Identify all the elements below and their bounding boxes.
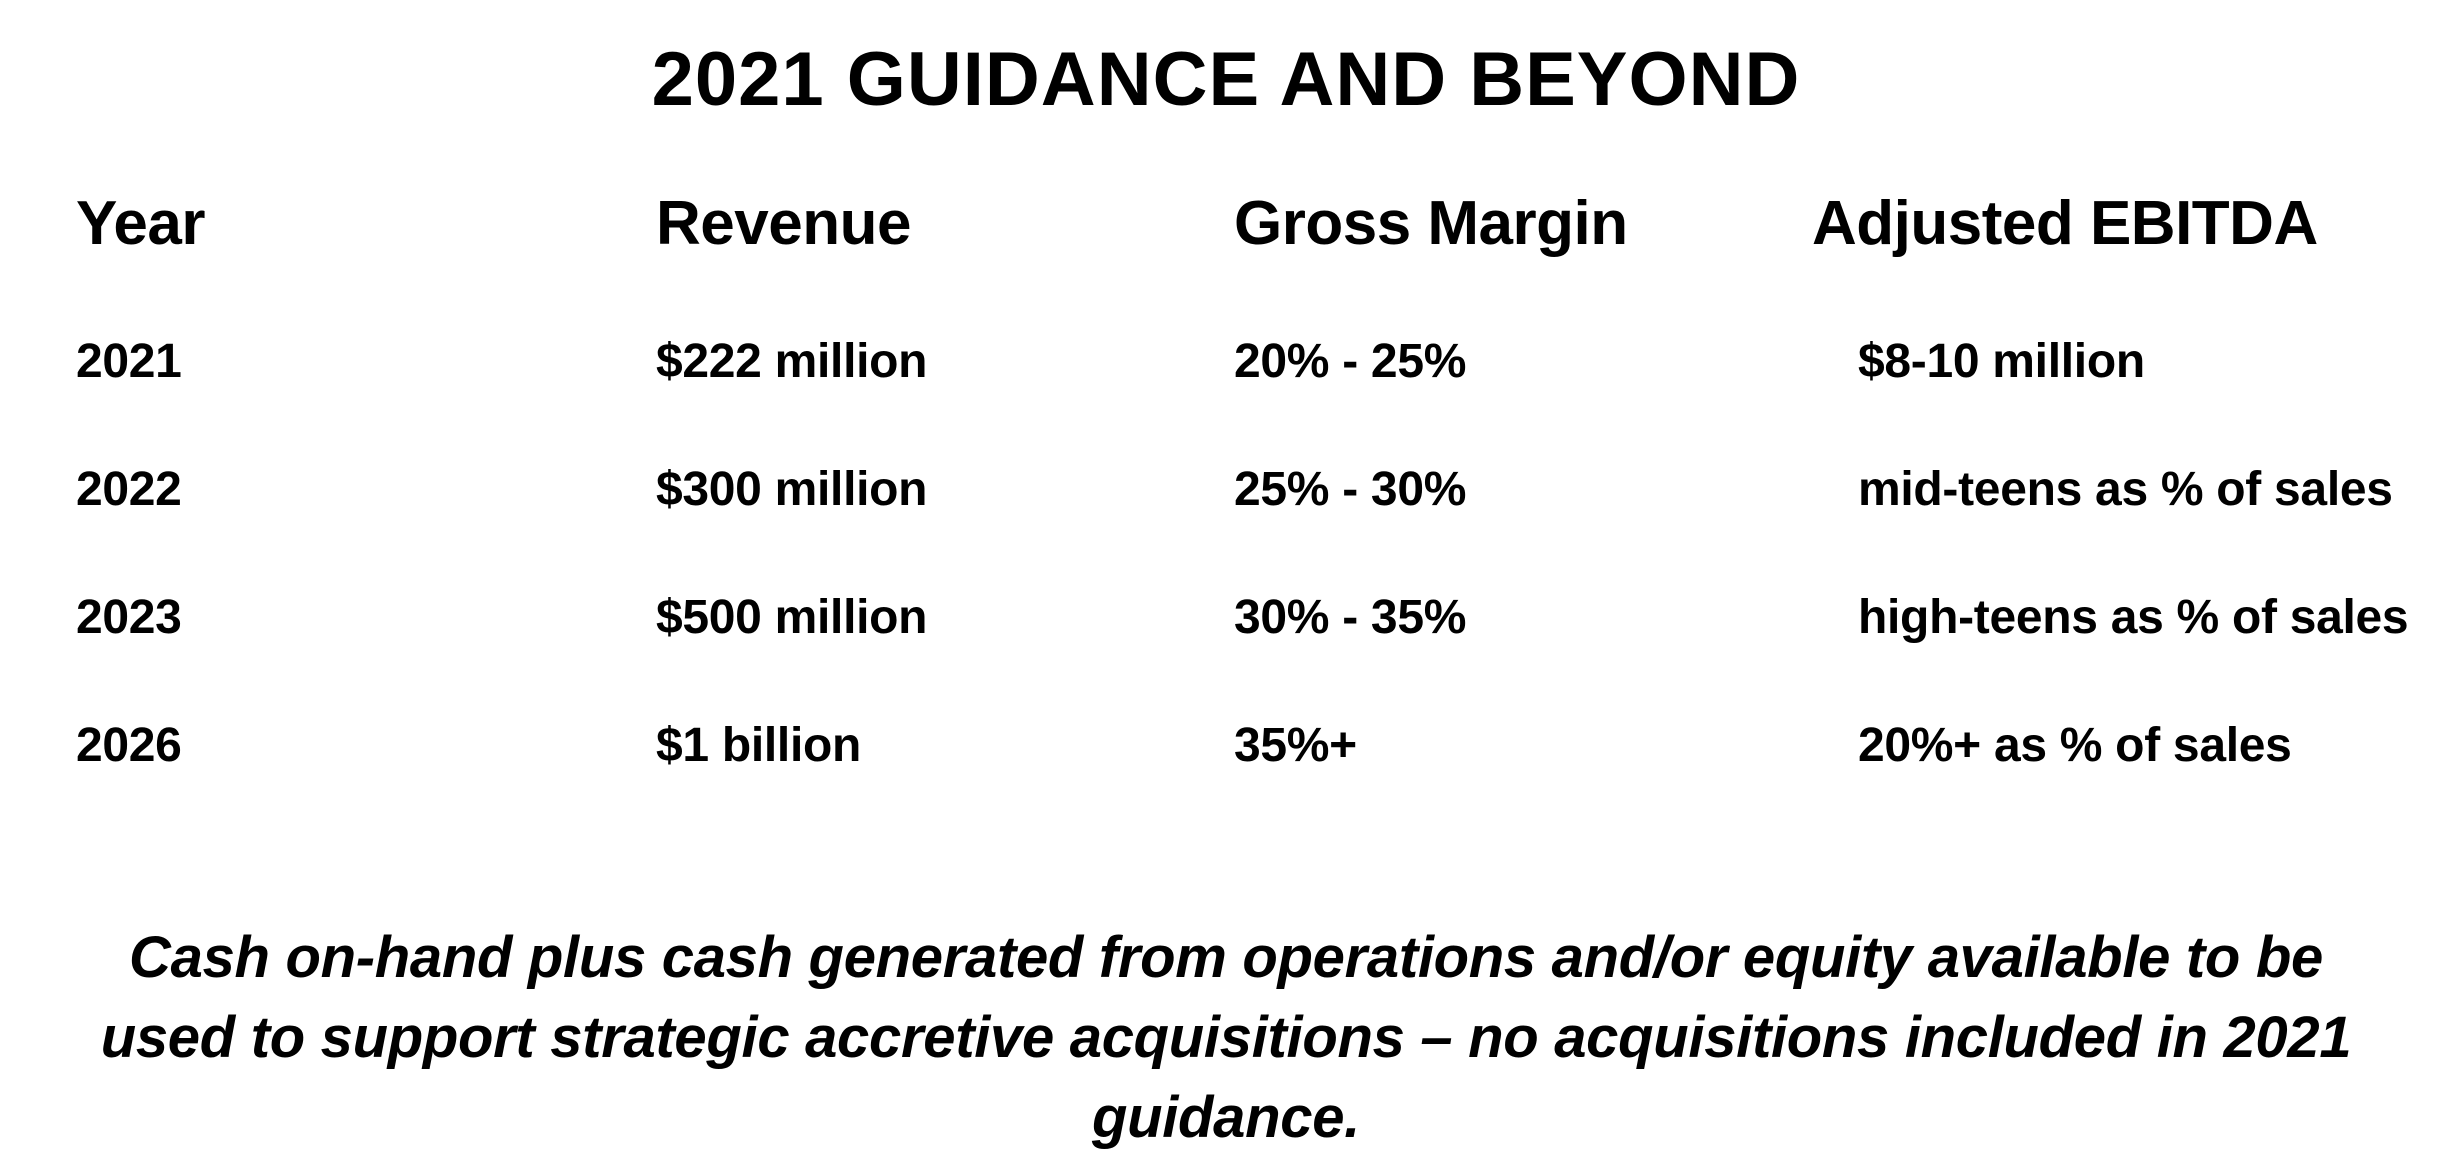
header-revenue: Revenue bbox=[656, 189, 911, 258]
row-2022-revenue: $300 million bbox=[656, 463, 928, 516]
row-2026-year: 2026 bbox=[76, 719, 182, 772]
row-2023-revenue: $500 million bbox=[656, 591, 928, 644]
row-2021-adjusted-ebitda: $8-10 million bbox=[1858, 335, 2145, 388]
row-2026-revenue: $1 billion bbox=[656, 719, 862, 772]
header-gross-margin: Gross Margin bbox=[1234, 189, 1628, 258]
row-2026-gross-margin: 35%+ bbox=[1234, 719, 1357, 772]
row-2022-year: 2022 bbox=[76, 463, 182, 516]
row-2021-year: 2021 bbox=[76, 335, 182, 388]
row-2023-gross-margin: 30% - 35% bbox=[1234, 591, 1467, 644]
row-2021-revenue: $222 million bbox=[656, 335, 928, 388]
guidance-table: Year Revenue Gross Margin Adjusted EBITD… bbox=[76, 189, 2409, 773]
row-2023-year: 2023 bbox=[76, 591, 182, 644]
header-year: Year bbox=[76, 189, 206, 258]
row-2026-adjusted-ebitda: 20%+ as % of sales bbox=[1858, 719, 2292, 772]
row-2022-adjusted-ebitda: mid-teens as % of sales bbox=[1858, 463, 2393, 516]
slide-title: 2021 GUIDANCE AND BEYOND bbox=[651, 37, 1801, 122]
footnote: Cash on-hand plus cash generated from op… bbox=[100, 925, 2352, 1150]
header-adjusted-ebitda: Adjusted EBITDA bbox=[1812, 189, 2318, 258]
row-2021-gross-margin: 20% - 25% bbox=[1234, 335, 1467, 388]
row-2022-gross-margin: 25% - 30% bbox=[1234, 463, 1467, 516]
row-2023-adjusted-ebitda: high-teens as % of sales bbox=[1858, 591, 2409, 644]
